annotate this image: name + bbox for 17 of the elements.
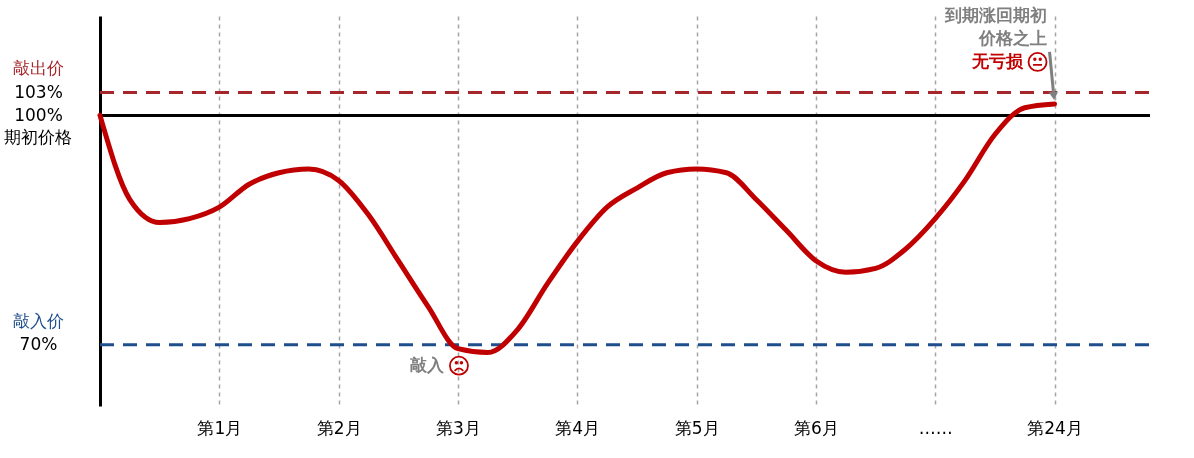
x-tick-label: 第24月 <box>1027 417 1083 438</box>
x-tick-label: 第1月 <box>197 417 243 438</box>
annotation: 无亏损 <box>970 50 1024 71</box>
x-tick-label: 第5月 <box>674 417 720 438</box>
y-tick-label: 100% <box>14 104 63 125</box>
x-tick-label: 第4月 <box>555 417 601 438</box>
ref-line-label: 期初价格 <box>4 127 72 148</box>
x-tick-label: …… <box>918 417 953 438</box>
ref-line-label: 敲出价 <box>12 58 64 79</box>
ref-line-label: 敲入价 <box>12 310 64 331</box>
x-tick-label: 第6月 <box>794 417 839 438</box>
y-tick-label: 70% <box>19 334 58 355</box>
x-tick-label: 第3月 <box>436 417 481 438</box>
annotation: 敲入 <box>409 354 445 375</box>
x-tick-label: 第2月 <box>316 417 362 438</box>
y-tick-label: 103% <box>14 81 63 102</box>
annotation: 到期涨回期初价格之上 <box>943 4 1047 48</box>
